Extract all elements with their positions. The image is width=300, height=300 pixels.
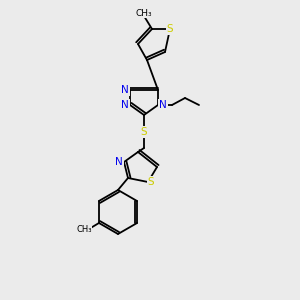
Text: S: S [167, 24, 173, 34]
Text: N: N [121, 85, 129, 95]
Text: N: N [121, 100, 129, 110]
Text: N: N [159, 100, 167, 110]
Text: CH₃: CH₃ [76, 224, 92, 233]
Text: N: N [115, 157, 123, 167]
Text: S: S [148, 177, 154, 187]
Text: CH₃: CH₃ [136, 8, 152, 17]
Text: S: S [141, 127, 147, 137]
